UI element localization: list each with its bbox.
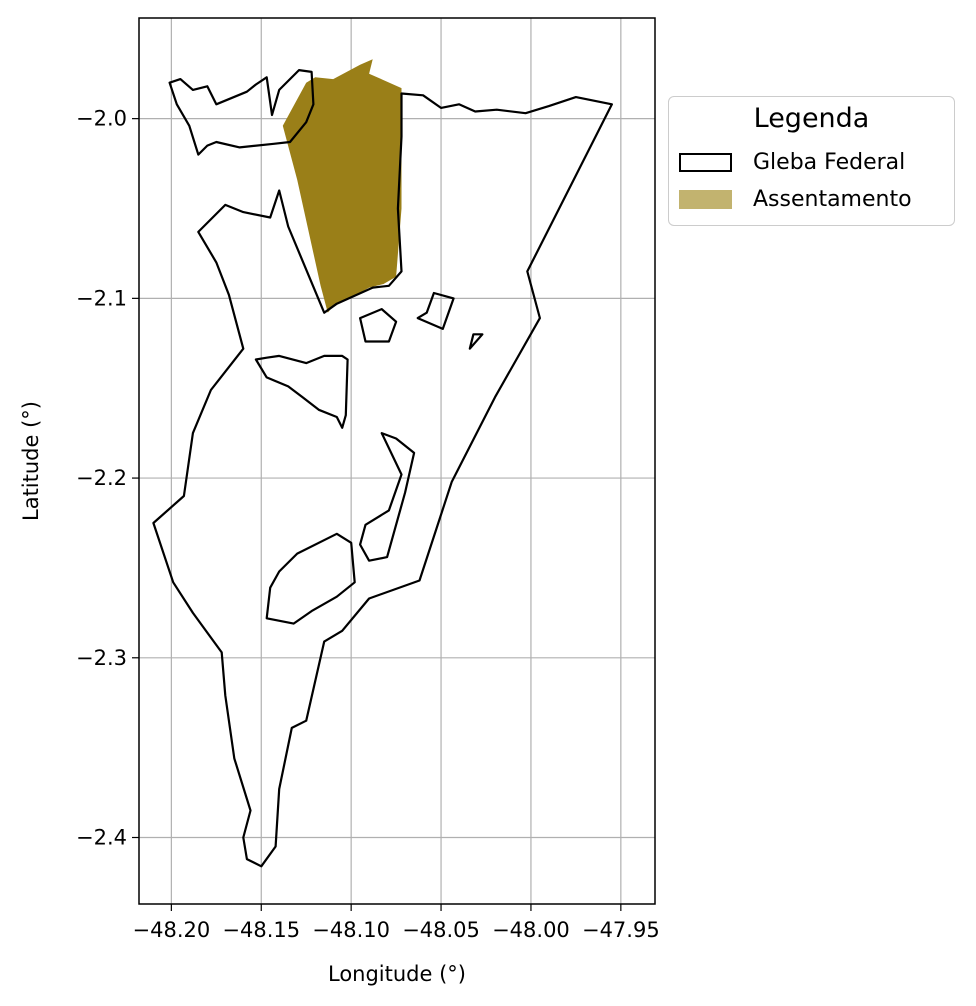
gleba-federal-swatch-icon — [679, 153, 732, 172]
gleba-federal-polygon — [468, 333, 484, 350]
gleba-federal-polygon — [254, 354, 349, 429]
assentamento-polygon — [282, 59, 402, 313]
legend: Legenda Gleba Federal Assentamento — [668, 96, 955, 226]
legend-label-assentamento: Assentamento — [753, 187, 912, 212]
axes-frame — [138, 17, 656, 905]
x-tick-label: −48.15 — [222, 918, 300, 942]
x-tick-label: −47.95 — [582, 918, 660, 942]
x-axis-label: Longitude (°) — [328, 962, 466, 986]
gleba-federal-polygon — [359, 308, 398, 343]
x-tick-label: −48.10 — [312, 918, 390, 942]
legend-entry-assentamento: Assentamento — [679, 187, 912, 212]
x-tick-label: −48.05 — [402, 918, 480, 942]
x-tick-label: −48.20 — [133, 918, 211, 942]
gleba-federal-polygon — [359, 432, 416, 562]
y-tick-label: −2.0 — [76, 107, 127, 131]
y-axis-label: Latitude (°) — [19, 401, 43, 521]
y-tick-label: −2.1 — [76, 286, 127, 310]
gleba-federal-polygon — [152, 92, 613, 868]
x-tick-label: −48.00 — [492, 918, 570, 942]
gleba-federal-polygon — [168, 69, 315, 156]
map-layers — [152, 59, 613, 868]
x-ticks: −48.20 −48.15 −48.10 −48.05 −48.00 −47.95 — [133, 904, 660, 942]
gleba-federal-polygon — [416, 291, 455, 330]
legend-label-gleba-federal: Gleba Federal — [753, 150, 906, 175]
y-ticks: −2.0 −2.1 −2.2 −2.3 −2.4 — [76, 107, 139, 850]
assentamento-swatch-icon — [679, 190, 732, 209]
legend-title: Legenda — [753, 103, 870, 134]
y-tick-label: −2.4 — [76, 826, 127, 850]
y-tick-label: −2.2 — [76, 466, 127, 490]
gleba-federal-polygon — [265, 532, 356, 625]
legend-entry-gleba-federal: Gleba Federal — [679, 150, 905, 175]
y-tick-label: −2.3 — [76, 646, 127, 670]
